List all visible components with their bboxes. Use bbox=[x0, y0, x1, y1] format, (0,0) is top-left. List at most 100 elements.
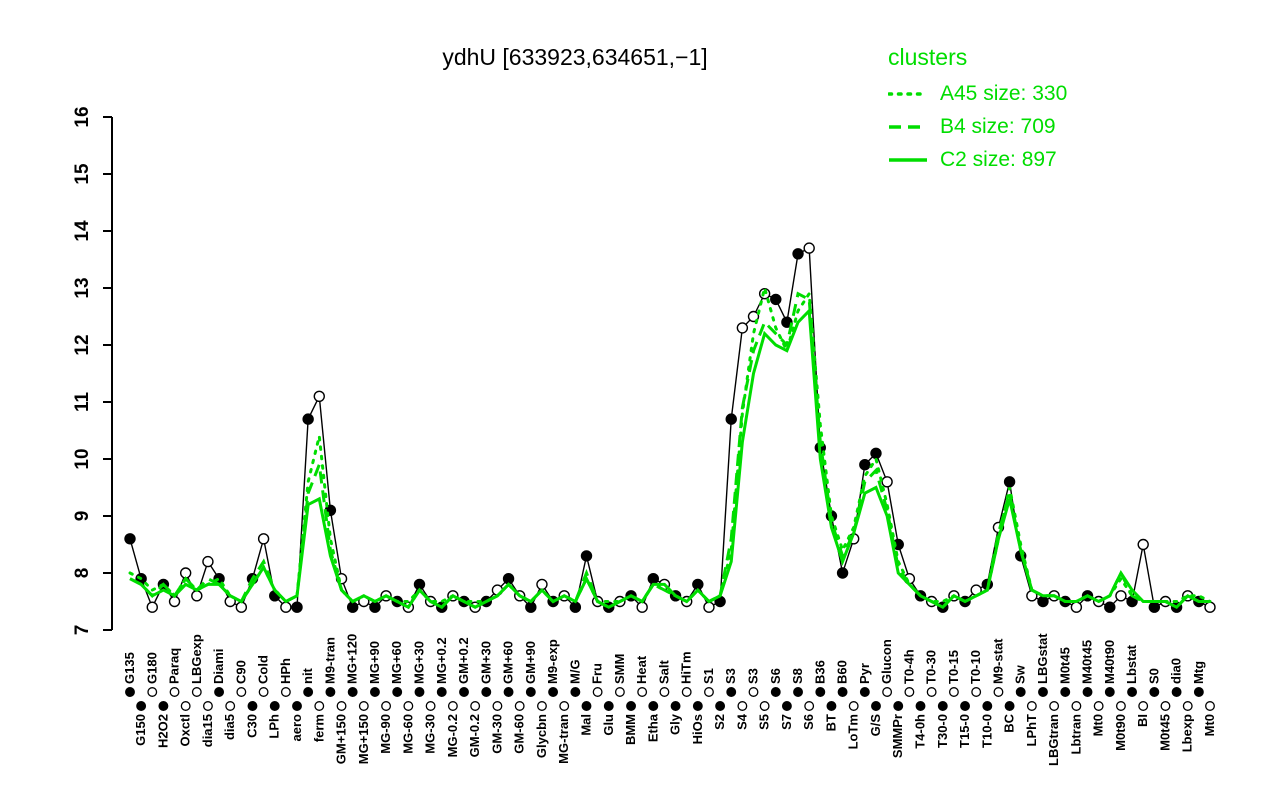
x-category-label: Mt0 bbox=[1202, 714, 1217, 736]
condition-symbol bbox=[459, 687, 469, 697]
legend-item-label: B4 size: 709 bbox=[940, 114, 1056, 138]
data-point bbox=[1070, 601, 1083, 613]
x-category-label: GM+150 bbox=[334, 714, 349, 764]
x-category-label: T15-0 bbox=[957, 714, 972, 748]
condition-symbol bbox=[993, 687, 1004, 697]
x-category-label: MG+120 bbox=[345, 634, 360, 684]
condition-symbol bbox=[926, 687, 937, 697]
dashed-line-sample-icon bbox=[889, 124, 927, 129]
data-point bbox=[836, 567, 849, 579]
condition-symbol bbox=[1171, 687, 1182, 697]
x-category-label: S5 bbox=[757, 714, 772, 730]
data-point bbox=[803, 242, 815, 254]
y-tick-label: 11 bbox=[72, 392, 93, 413]
x-category-label: T0-4h bbox=[901, 649, 916, 684]
condition-symbol bbox=[247, 701, 258, 711]
data-point bbox=[859, 459, 871, 471]
condition-symbol bbox=[447, 701, 458, 711]
condition-symbol bbox=[704, 687, 714, 697]
x-category-label: Etha bbox=[645, 713, 660, 742]
data-point bbox=[725, 413, 737, 425]
condition-symbol bbox=[1071, 701, 1082, 711]
x-category-label: M9-tran bbox=[322, 637, 337, 684]
x-category-label: Sw bbox=[1013, 664, 1028, 684]
x-category-label: SMMPr bbox=[890, 714, 905, 758]
condition-symbol bbox=[1138, 701, 1149, 711]
condition-symbol bbox=[1193, 687, 1204, 697]
condition-symbol bbox=[136, 701, 147, 711]
x-category-label: Glu bbox=[601, 714, 616, 736]
x-category-label: Lbtran bbox=[1068, 714, 1083, 755]
condition-symbol bbox=[781, 701, 792, 711]
x-category-label: MG+90 bbox=[367, 641, 382, 684]
condition-symbol bbox=[1115, 701, 1126, 711]
x-category-label: Gly bbox=[668, 713, 683, 735]
x-category-label: S4 bbox=[734, 713, 749, 730]
condition-symbol bbox=[614, 687, 625, 697]
data-point bbox=[569, 601, 582, 613]
series-line-c2-size-897 bbox=[129, 307, 1210, 610]
condition-symbol bbox=[1038, 687, 1048, 697]
x-category-label: S2 bbox=[712, 714, 727, 730]
x-category-label: GM+0.2 bbox=[456, 637, 471, 684]
x-category-label: G135 bbox=[122, 652, 137, 684]
x-category-label: B36 bbox=[812, 660, 827, 684]
x-category-label: dia5 bbox=[222, 714, 237, 740]
legend-item-c2: C2 size: 897 bbox=[888, 143, 1067, 176]
x-category-label: GM+30 bbox=[478, 641, 493, 684]
x-category-label: T10-0 bbox=[979, 714, 994, 748]
x-category-label: MG-0.2 bbox=[445, 714, 460, 757]
condition-symbol bbox=[1082, 687, 1093, 697]
y-tick-label: 10 bbox=[72, 448, 93, 469]
condition-symbol bbox=[225, 701, 236, 711]
x-category-label: HiOs bbox=[690, 714, 705, 744]
condition-symbol bbox=[960, 701, 971, 711]
data-point bbox=[580, 550, 593, 562]
x-category-label: MG+30 bbox=[411, 641, 426, 684]
condition-symbol bbox=[180, 701, 191, 711]
x-category-label: BMM bbox=[623, 714, 638, 745]
solid-line-sample-icon bbox=[889, 157, 927, 162]
y-tick-label: 16 bbox=[72, 106, 93, 127]
data-point bbox=[302, 413, 314, 425]
x-category-label: SMM bbox=[612, 654, 627, 684]
x-category-label: M/G bbox=[567, 659, 582, 684]
condition-symbol bbox=[948, 687, 959, 697]
condition-symbol bbox=[314, 701, 325, 711]
condition-symbol bbox=[937, 701, 948, 711]
x-category-label: Oxctl bbox=[178, 714, 193, 747]
condition-symbol bbox=[681, 687, 692, 697]
condition-symbol bbox=[214, 687, 225, 697]
x-category-label: Glucon bbox=[879, 639, 894, 684]
condition-symbol bbox=[481, 687, 492, 697]
x-category-label: G150 bbox=[133, 714, 148, 746]
data-point bbox=[647, 573, 659, 585]
x-category-label: T0-10 bbox=[968, 650, 983, 684]
data-point bbox=[870, 447, 882, 459]
data-point bbox=[636, 601, 648, 613]
x-category-label: Diami bbox=[211, 649, 226, 684]
x-category-label: S7 bbox=[779, 714, 794, 730]
x-category-label: ferm bbox=[311, 714, 326, 742]
x-category-label: Mt0 bbox=[1091, 714, 1106, 736]
condition-symbol bbox=[592, 687, 603, 697]
condition-symbol bbox=[492, 701, 503, 711]
x-category-label: Lbexp bbox=[1180, 714, 1195, 752]
condition-symbol bbox=[859, 687, 870, 697]
data-point bbox=[881, 476, 893, 488]
x-category-label: S3 bbox=[746, 668, 761, 684]
data-point bbox=[792, 248, 804, 260]
x-category-label: Mtg bbox=[1191, 661, 1206, 684]
x-category-label: S1 bbox=[701, 668, 716, 684]
data-point bbox=[291, 601, 303, 613]
x-category-label: M9-stat bbox=[990, 638, 1005, 684]
x-category-label: Mal bbox=[578, 714, 593, 736]
x-category-label: BI bbox=[1135, 714, 1150, 727]
y-tick-label: 13 bbox=[72, 277, 93, 298]
x-category-label: S6 bbox=[768, 668, 783, 684]
x-category-label: MG+0.2 bbox=[434, 637, 449, 684]
x-category-label: Paraq bbox=[167, 648, 182, 684]
condition-symbol bbox=[770, 687, 781, 697]
y-tick-label: 15 bbox=[72, 163, 93, 185]
